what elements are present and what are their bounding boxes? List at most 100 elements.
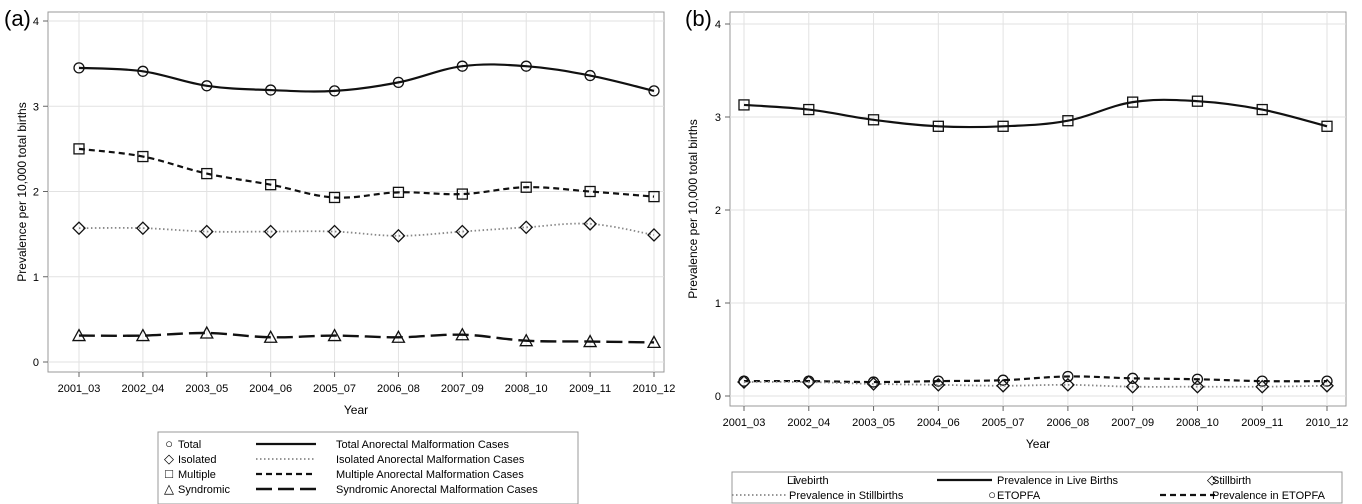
b-x-axis-title: Year (1026, 437, 1050, 451)
b-legend-text: Livebirth (787, 475, 829, 487)
a-xtick-label: 2006_08 (377, 383, 420, 395)
a-data-point (456, 60, 468, 72)
b-xtick-label: 2006_08 (1046, 417, 1089, 429)
b-data-point (1191, 373, 1204, 385)
a-data-point (392, 76, 405, 89)
b-xtick-label: 2007_09 (1111, 417, 1154, 429)
a-series-line (78, 63, 655, 93)
b-data-point (737, 375, 751, 389)
b-data-point (1190, 379, 1205, 394)
a-xtick-label: 2008_10 (505, 383, 548, 395)
b-series-stillbirth (737, 375, 1334, 394)
a-xtick-label: 2010_12 (633, 383, 676, 395)
a-data-point (201, 80, 213, 92)
a-ytick-label: 3 (33, 101, 39, 113)
a-data-point (263, 329, 278, 343)
b-data-point (1191, 95, 1204, 107)
a-data-point (392, 186, 405, 199)
b-data-point (1321, 120, 1333, 132)
a-data-point (519, 220, 534, 235)
a-data-point (455, 327, 470, 341)
b-xtick-label: 2003_05 (852, 417, 895, 429)
a-legend-name: Total (178, 439, 201, 451)
b-data-point (997, 120, 1009, 132)
a-xtick-label: 2005_07 (313, 383, 356, 395)
a-series-isolated (72, 216, 661, 243)
a-data-point (520, 181, 532, 193)
a-data-point (647, 228, 661, 242)
a-legend-text: Total Anorectal Malformation Cases (336, 439, 510, 451)
panel-a-label: (a) (4, 6, 31, 31)
b-ytick-label: 2 (715, 205, 721, 217)
a-data-point (137, 65, 149, 77)
b-xtick-label: 2009_11 (1241, 417, 1283, 429)
a-xtick-label: 2003_05 (185, 383, 228, 395)
a-data-point (265, 179, 277, 191)
b-data-point (931, 377, 946, 392)
a-series-line (78, 147, 655, 199)
b-series-livebirth (738, 95, 1333, 132)
a-data-point (328, 85, 341, 97)
a-ytick-label: 1 (33, 272, 39, 284)
b-data-point (997, 374, 1009, 386)
a-data-point (584, 185, 596, 198)
b-series-line (743, 98, 1328, 129)
b-ytick-label: 4 (715, 19, 721, 31)
a-data-point (135, 221, 150, 236)
b-data-point (866, 376, 881, 391)
b-legend-marker: □ (788, 472, 796, 487)
chart-a: 0 1 2 3 4 2001_03 2002_04 2003_05 2004_06 2005_07… (15, 11, 676, 504)
a-xtick-label: 2007_09 (441, 383, 484, 395)
a-data-point (583, 334, 598, 348)
b-data-point (1062, 115, 1074, 127)
b-legend-marker: ◇ (1207, 472, 1217, 487)
b-data-point (1320, 378, 1334, 393)
b-series-line (743, 381, 1328, 388)
a-legend-marker: ◇ (164, 451, 174, 466)
a-data-point (519, 333, 534, 347)
b-data-point (1127, 96, 1139, 108)
b-xtick-label: 2010_12 (1306, 417, 1349, 429)
a-legend-marker: □ (165, 466, 173, 481)
a-data-point (327, 224, 342, 239)
b-data-point (932, 375, 944, 387)
a-legend-text: Isolated Anorectal Malformation Cases (336, 454, 525, 466)
b-data-point (1062, 370, 1074, 383)
a-data-point (456, 188, 468, 200)
a-legend-box (157, 431, 579, 504)
a-data-point (201, 167, 213, 180)
a-xtick-label: 2004_06 (249, 383, 292, 395)
b-xtick-label: 2008_10 (1176, 417, 1219, 429)
b-ytick-label: 1 (715, 298, 721, 310)
a-data-point (583, 216, 598, 231)
a-data-point (391, 228, 406, 243)
a-legend-name: Syndromic (178, 484, 230, 496)
b-legend-marker: ○ (988, 487, 996, 502)
b-data-point (738, 99, 750, 111)
b-data-point (867, 114, 880, 126)
b-ytick-label: 3 (715, 112, 721, 124)
a-data-point (648, 85, 660, 97)
b-data-point (1127, 372, 1139, 384)
a-ytick-label: 4 (33, 16, 39, 28)
a-data-point (584, 69, 596, 82)
a-ytick-label: 0 (33, 357, 39, 369)
b-data-point (801, 375, 816, 389)
a-data-point (199, 224, 214, 239)
panel-b-label: (b) (685, 6, 712, 31)
b-legend-text: Prevalence in Stillbirths (789, 490, 904, 502)
a-series-line (78, 331, 655, 344)
a-x-axis-title: Year (344, 403, 368, 417)
b-legend-text: Stillbirth (1212, 475, 1251, 487)
a-data-point (648, 190, 660, 203)
a-data-point (327, 328, 342, 342)
b-ytick-label: 0 (715, 391, 721, 403)
b-data-point (1060, 377, 1075, 392)
b-plot-frame (729, 11, 1347, 407)
a-ytick-label: 2 (33, 187, 39, 199)
a-data-point (73, 143, 85, 155)
b-xtick-label: 2002_04 (787, 417, 830, 429)
a-data-point (72, 221, 86, 236)
b-data-point (932, 120, 944, 132)
a-data-point (265, 84, 277, 96)
